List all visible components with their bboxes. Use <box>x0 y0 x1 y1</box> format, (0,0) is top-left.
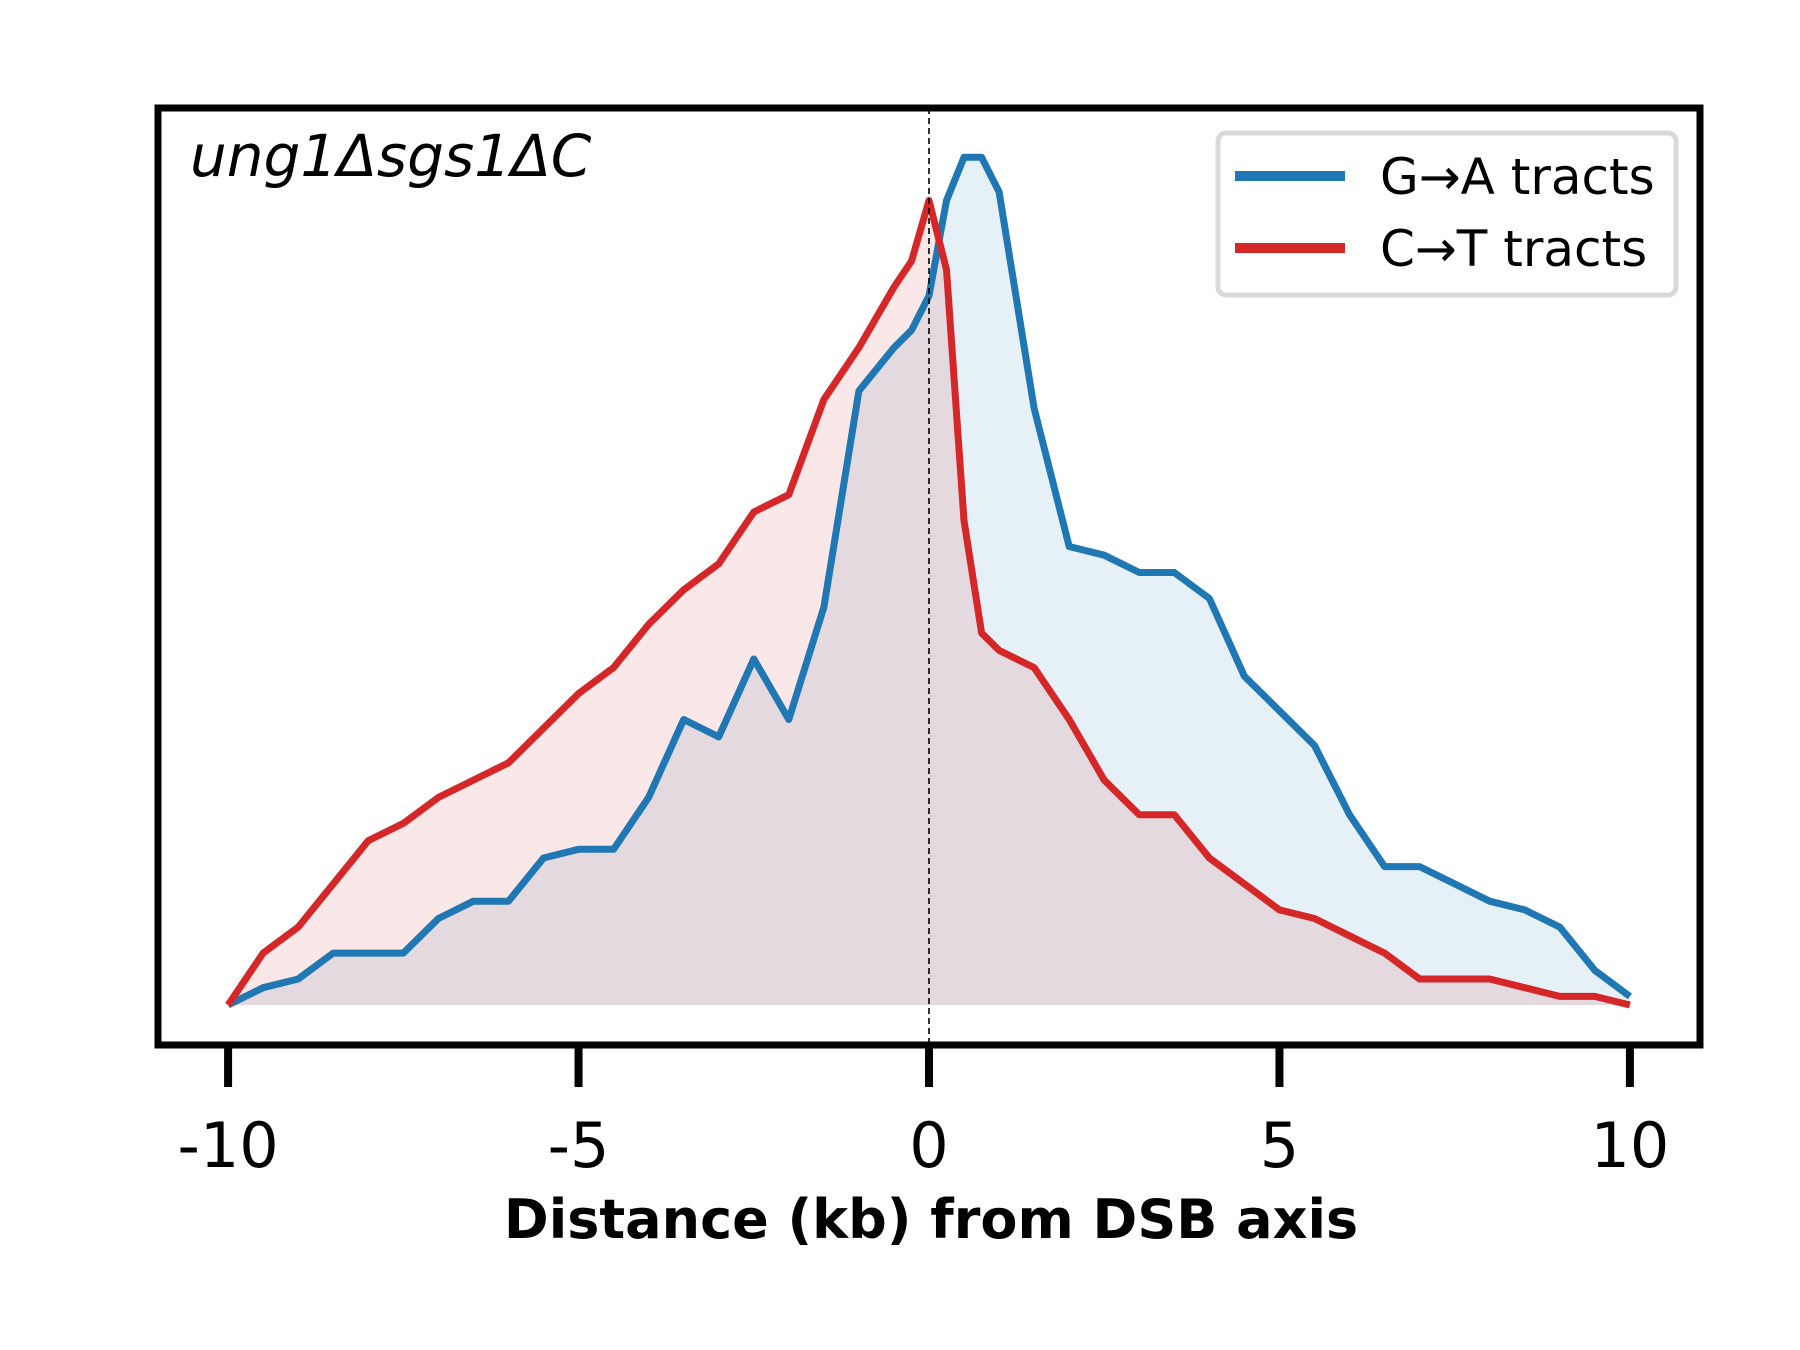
x-tick-label: -10 <box>177 1109 278 1182</box>
x-tick-label: 0 <box>909 1109 948 1182</box>
x-axis: -10 -5 0 5 10 <box>177 1045 1669 1182</box>
x-tick-label: -5 <box>548 1109 610 1182</box>
x-tick-label: 10 <box>1590 1109 1669 1182</box>
legend: G→A tracts C→T tracts <box>1215 130 1679 298</box>
c-to-t-line <box>225 197 1631 1009</box>
series-lines <box>225 153 1632 1009</box>
legend-label-c-to-t: C→T tracts <box>1380 220 1647 278</box>
x-axis-label: Distance (kb) from DSB axis <box>504 1188 1358 1251</box>
legend-label-g-to-a: G→A tracts <box>1380 148 1655 206</box>
panel-label: ung1Δsgs1ΔC <box>190 122 592 190</box>
x-tick-label: 5 <box>1260 1109 1299 1182</box>
plot-area <box>154 104 1704 1049</box>
